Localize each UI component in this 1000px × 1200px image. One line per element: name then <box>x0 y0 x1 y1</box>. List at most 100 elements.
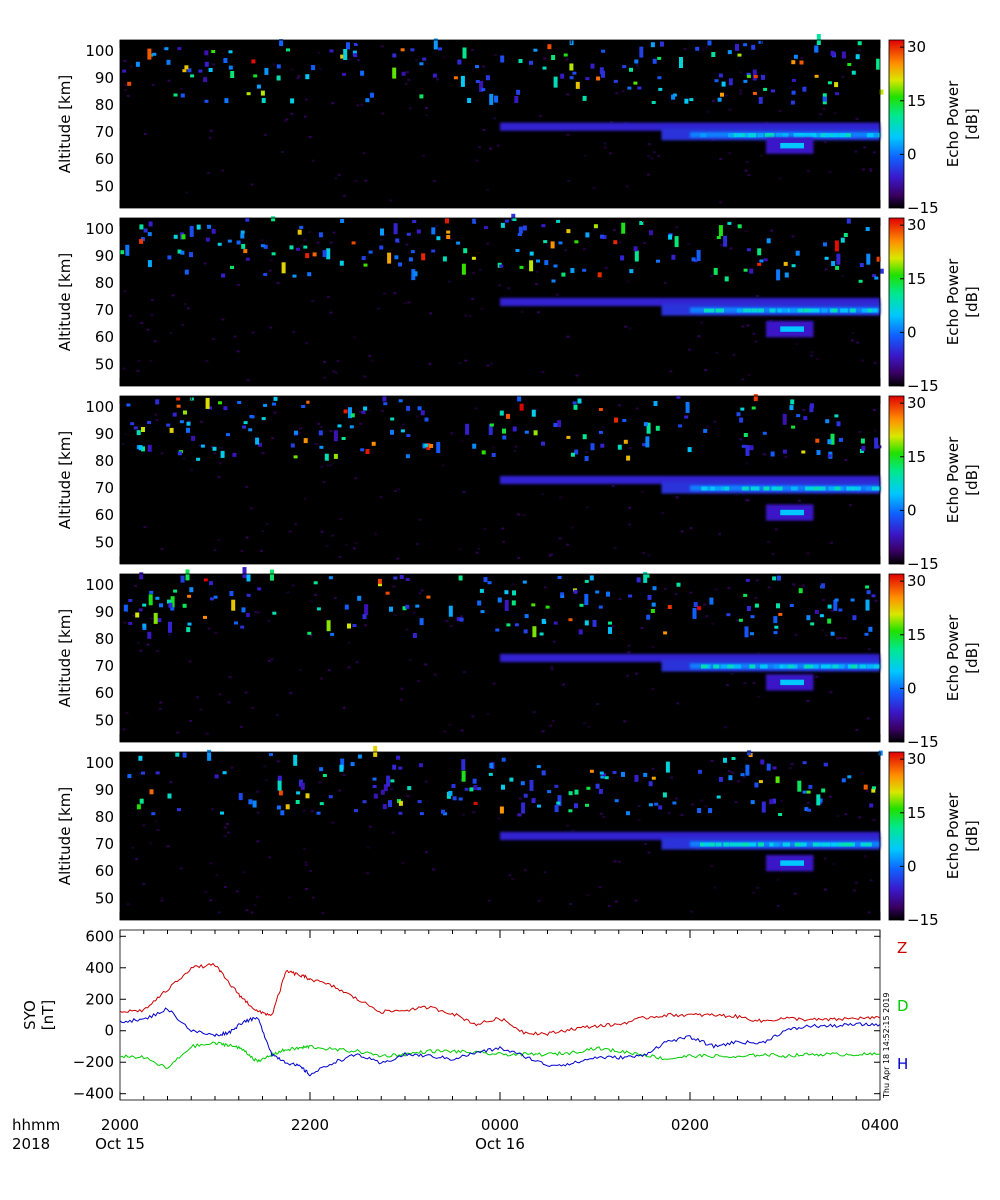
echo-pixel <box>720 92 724 97</box>
noise-pixel <box>571 829 575 832</box>
echo-layer <box>500 297 880 338</box>
echo-pixel <box>791 425 796 429</box>
echo-layer-pixel <box>730 842 737 847</box>
echo-pixel <box>735 43 739 51</box>
echo-layer-pixel <box>751 308 758 313</box>
noise-pixel <box>790 763 794 766</box>
noise-pixel <box>744 230 748 232</box>
echo-pixel <box>574 803 578 809</box>
echo-layer-pixel <box>757 842 764 847</box>
echo-layer-pixel <box>866 486 873 491</box>
noise-pixel <box>464 314 468 317</box>
noise-pixel <box>122 728 126 731</box>
echo-pixel <box>841 778 846 783</box>
noise-pixel <box>706 425 710 428</box>
echo-pixel <box>398 811 403 815</box>
echo-pixel <box>252 800 257 808</box>
echo-pixel <box>868 626 873 632</box>
echo-pixel <box>634 59 639 64</box>
echo-layer-pixel <box>824 842 831 847</box>
noise-pixel <box>394 490 398 492</box>
noise-pixel <box>492 446 495 449</box>
echo-pixel <box>529 60 533 65</box>
echo-pixel <box>852 615 857 621</box>
echo-pixel <box>388 800 392 808</box>
noise-pixel <box>379 238 383 241</box>
echo-pixel <box>684 98 689 104</box>
noise-pixel <box>265 523 269 526</box>
colorbar-tick-label: 15 <box>907 448 926 466</box>
noise-pixel <box>336 360 340 363</box>
echo-pixel <box>514 96 519 103</box>
noise-pixel <box>564 249 568 252</box>
echo-pixel <box>600 234 604 239</box>
echo-pixel <box>512 218 517 221</box>
legend-z: Z <box>897 939 907 957</box>
noise-pixel <box>460 615 464 618</box>
echo-pixel <box>373 745 378 757</box>
noise-pixel <box>420 589 424 592</box>
echo-pixel <box>589 575 594 581</box>
noise-pixel <box>320 677 323 680</box>
echo-pixel <box>183 410 187 415</box>
echo-pixel <box>495 628 500 632</box>
echo-pixel <box>851 70 856 75</box>
noise-pixel <box>850 339 854 342</box>
echo-layer-pixel <box>804 664 811 669</box>
noise-pixel <box>612 229 616 232</box>
noise-pixel <box>523 869 527 872</box>
noise-pixel <box>793 892 797 895</box>
echo-layer-pixel <box>799 133 806 138</box>
noise-pixel <box>249 507 253 510</box>
colorbar-gradient <box>888 217 905 387</box>
echo-pixel <box>802 761 807 765</box>
noise-pixel <box>303 497 307 500</box>
echo-pixel <box>204 50 209 56</box>
noise-pixel <box>858 816 862 819</box>
noise-pixel <box>485 188 489 191</box>
echo-pixel <box>382 396 387 402</box>
noise-pixel <box>432 868 436 871</box>
noise-pixel <box>746 324 750 327</box>
echo-pixel <box>556 219 561 223</box>
noise-pixel <box>169 332 173 335</box>
echo-pixel <box>752 91 757 95</box>
noise-pixel <box>354 542 358 545</box>
echo-pixel <box>847 63 852 66</box>
noise-pixel <box>325 545 329 548</box>
echo-pixel <box>741 444 746 448</box>
noise-pixel <box>132 614 136 617</box>
noise-pixel <box>543 57 547 60</box>
echo-pixel <box>693 602 698 607</box>
echo-pixel <box>175 752 180 757</box>
echo-layer-pixel <box>791 664 798 669</box>
noise-pixel <box>472 811 476 814</box>
noise-pixel <box>706 110 710 113</box>
noise-pixel <box>128 314 132 317</box>
echo-pixel <box>737 53 742 57</box>
echo-pixel <box>169 427 174 433</box>
echo-pixel <box>228 65 233 70</box>
echo-pixel <box>312 252 317 257</box>
echo-layer-pixel <box>840 308 847 313</box>
noise-pixel <box>160 547 164 550</box>
echo-pixel <box>424 443 429 447</box>
noise-pixel <box>323 360 327 363</box>
echo-pixel <box>721 81 726 87</box>
noise-pixel <box>794 633 798 636</box>
echo-pixel <box>372 777 377 781</box>
colorbar-tick-label: −15 <box>907 733 939 751</box>
noise-pixel <box>288 530 292 533</box>
echo-layer-pixel <box>793 133 800 138</box>
echo-layer <box>500 831 880 872</box>
noise-pixel <box>268 856 272 859</box>
noise-pixel <box>617 860 621 863</box>
echo-pixel <box>182 69 187 73</box>
echo-pixel <box>257 587 262 591</box>
noise-pixel <box>188 660 192 663</box>
echo-pixel <box>148 221 153 227</box>
noise-pixel <box>849 504 852 507</box>
echo-layer-pixel <box>843 842 850 847</box>
